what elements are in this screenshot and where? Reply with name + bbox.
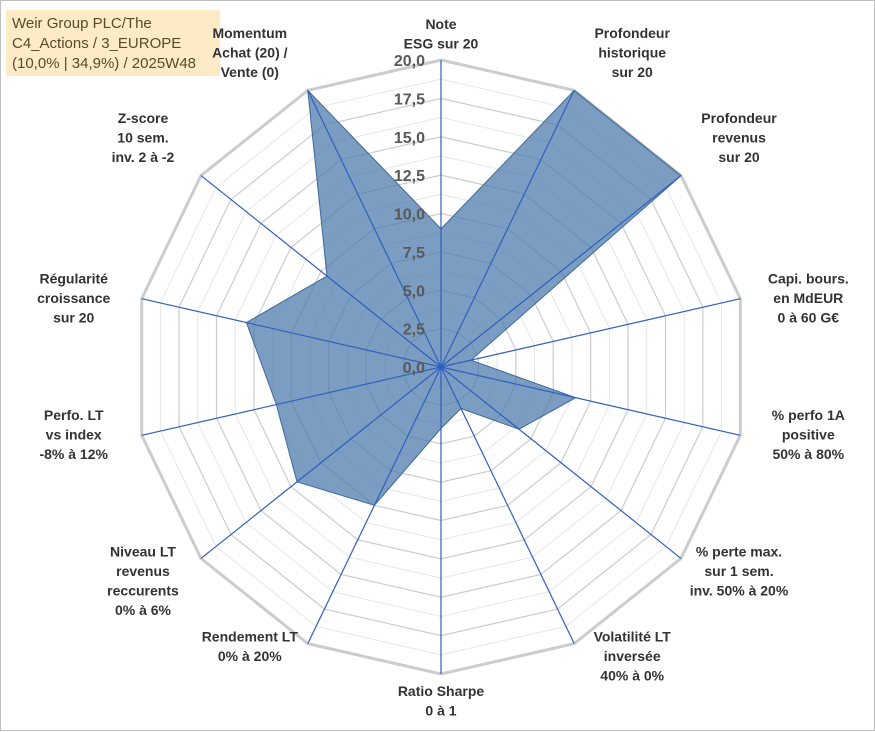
category-label-line: sur 20 [612,64,653,80]
category-label-line: % perfo 1A [772,407,845,423]
tick-label: 17,5 [394,91,425,108]
category-label: Ratio Sharpe 0 à 1 [398,683,485,719]
category-label-line: positive [782,427,835,443]
category-label-line: Perfo. LT [44,407,104,423]
tick-label: 15,0 [394,130,425,147]
axis-spoke [440,298,741,368]
category-label-line: Capi. bours. [768,270,849,286]
category-label-line: Profondeur [701,110,777,126]
axis-spoke [440,366,741,436]
category-label-line: sur 20 [53,309,94,325]
category-label-line: Vente (0) [221,64,279,80]
category-label-line: Ratio Sharpe [398,683,485,699]
axis-spoke [141,366,442,436]
category-label-line: Note [425,16,456,32]
category-label: Volatilité LT inversée 40% à 0% [594,629,672,684]
category-label-line: % perte max. [696,543,782,559]
category-label-line: 50% à 80% [772,446,844,462]
category-label-line: Niveau LT [110,543,176,559]
category-label: Niveau LT revenus reccurents 0% à 6% [107,543,179,618]
category-label-line: 0 à 1 [425,703,456,719]
category-label-line: inv. 2 à -2 [112,149,175,165]
tick-label: 20,0 [394,53,425,70]
category-label-line: revenus [116,563,170,579]
title-line-3: (10,0% | 34,9%) / 2025W48 [12,55,196,72]
category-label: Momentum Achat (20) / Vente (0) [212,25,288,80]
category-label: Perfo. LT vs index -8% à 12% [39,407,108,462]
tick-label: 12,5 [394,168,425,185]
category-label-line: ESG sur 20 [404,36,479,52]
axis-spoke [307,90,442,368]
category-label: % perte max. sur 1 sem. inv. 50% à 20% [690,543,789,598]
tick-label: 7,5 [403,245,425,262]
category-label-line: -8% à 12% [39,446,108,462]
category-label-line: 0% à 6% [115,602,172,618]
category-label-line: 10 sem. [117,130,168,146]
category-label-line: sur 20 [718,149,759,165]
category-label-line: vs index [46,427,102,443]
axis-spoke [440,366,575,644]
title-line-1: Weir Group PLC/The [12,15,152,32]
category-label-line: reccurents [107,582,179,598]
tick-label: 0,0 [403,360,425,377]
category-label-line: Régularité [39,270,108,286]
category-label-line: croissance [37,290,110,306]
category-label-line: inv. 50% à 20% [690,582,789,598]
category-label-line: Z-score [118,110,169,126]
category-label: Profondeur historique sur 20 [594,25,670,80]
category-label-line: Achat (20) / [212,44,288,60]
category-label-line: sur 1 sem. [704,563,773,579]
title-line-2: C4_Actions / 3_EUROPE [12,35,182,52]
tick-label: 2,5 [403,322,425,339]
axis-spoke [440,175,682,368]
axis-spoke [141,298,442,368]
category-label-line: Profondeur [594,25,670,41]
category-label-line: 0 à 60 G€ [778,309,840,325]
axis-spoke [440,366,682,559]
category-label: % perfo 1A positive 50% à 80% [772,407,845,462]
tick-label: 5,0 [403,283,425,300]
axis-spoke [200,175,442,368]
category-label: Z-score 10 sem. inv. 2 à -2 [112,110,175,165]
category-label-line: historique [598,44,666,60]
category-label: Capi. bours. en MdEUR 0 à 60 G€ [768,270,849,325]
tick-label: 10,0 [394,207,425,224]
axis-spoke [200,366,442,559]
category-label: Note ESG sur 20 [404,16,479,52]
category-label-line: en MdEUR [773,290,843,306]
chart-title-box: Weir Group PLC/The C4_Actions / 3_EUROPE… [6,10,220,76]
category-label-line: Rendement LT [202,629,299,645]
axis-spoke [307,366,442,644]
category-label: Rendement LT 0% à 20% [202,629,299,665]
category-label: Profondeur revenus sur 20 [701,110,777,165]
category-label-line: 40% à 0% [600,668,664,684]
category-label-line: 0% à 20% [218,648,282,664]
category-label-line: inversée [604,648,661,664]
category-label: Régularité croissance sur 20 [37,270,110,325]
category-label-line: revenus [712,130,766,146]
category-label-line: Momentum [212,25,287,41]
category-label-line: Volatilité LT [594,629,672,645]
axis-spoke [440,90,575,368]
